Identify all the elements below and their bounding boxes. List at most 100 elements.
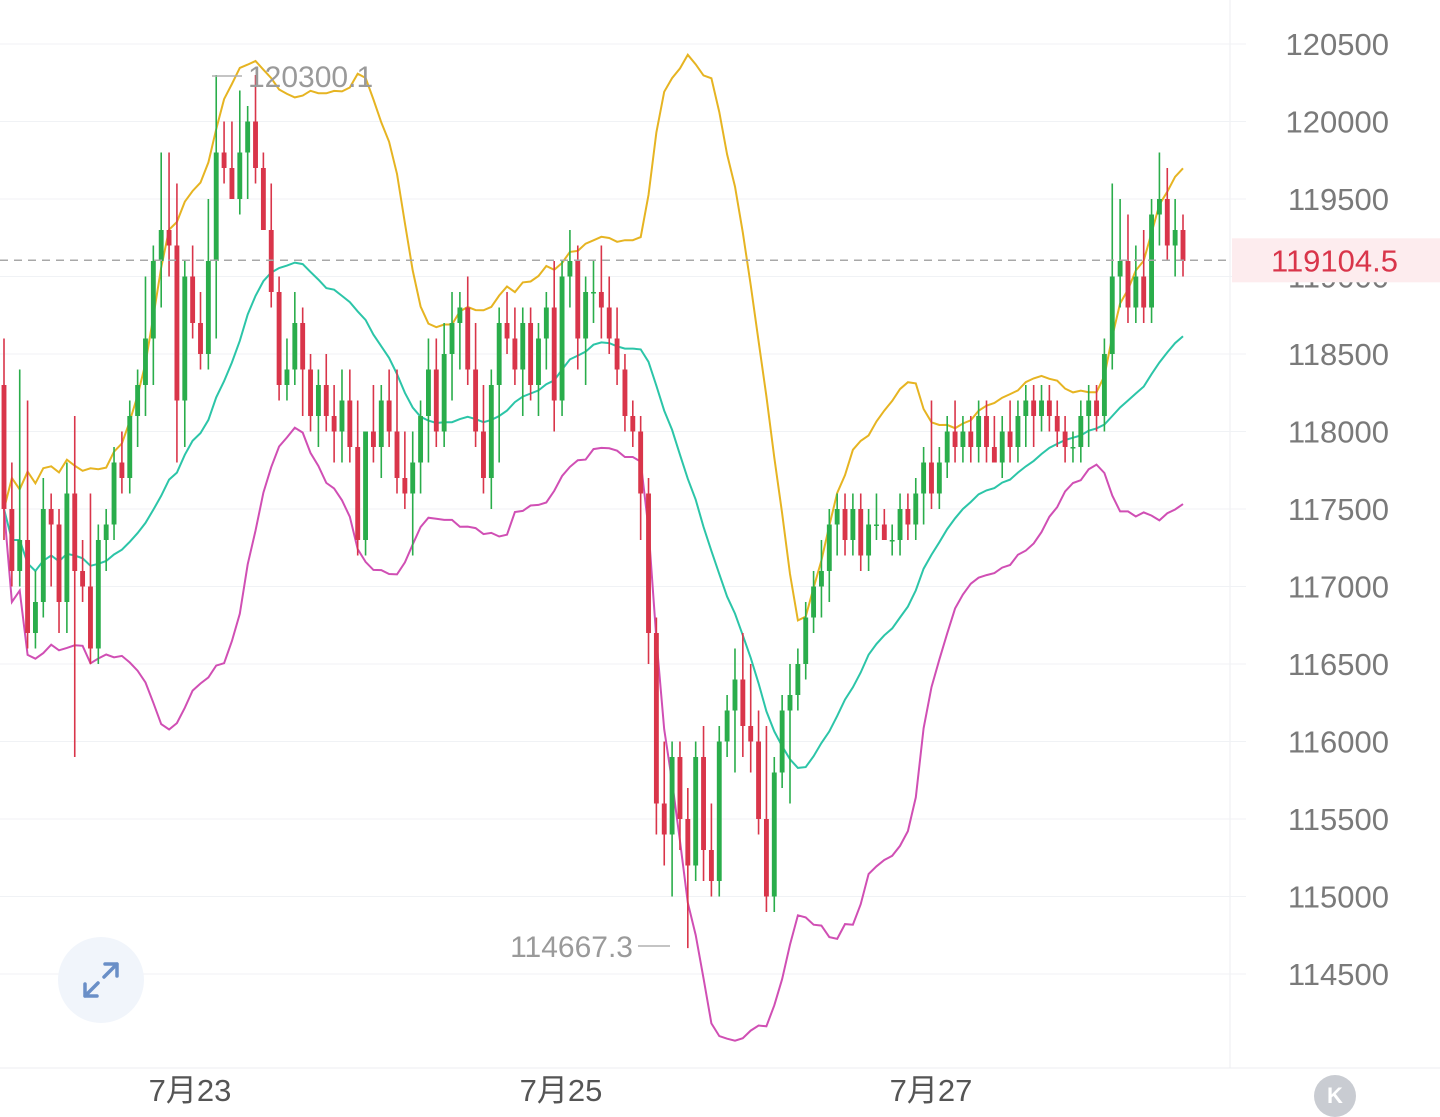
candle-body (991, 447, 997, 463)
candle-body (17, 540, 23, 571)
candle-body (952, 431, 958, 447)
candle-body (536, 338, 541, 385)
candle-body (874, 524, 879, 526)
candle-body (449, 323, 455, 354)
candle-body (583, 292, 589, 339)
k-line-button[interactable]: K (1314, 1075, 1356, 1117)
candle-body (174, 245, 180, 401)
axis-labels: 1205001200001195001190001185001180001175… (0, 27, 1440, 1108)
candle-body (559, 276, 565, 401)
candle-body (834, 509, 840, 525)
y-tick-label: 116000 (1288, 725, 1389, 760)
candle-body (984, 416, 989, 447)
candle-body (260, 168, 266, 230)
candle-body (1023, 400, 1029, 416)
candle-body (315, 385, 321, 416)
y-tick-label: 114500 (1288, 957, 1389, 992)
candle-body (1117, 261, 1123, 277)
candle-body (936, 462, 942, 494)
candle-body (795, 664, 801, 695)
candle-body (905, 509, 911, 525)
candle-body (504, 323, 510, 339)
candle-body (528, 323, 534, 385)
candle-body (858, 509, 864, 556)
candle-body (1070, 447, 1076, 449)
candle-body (881, 524, 887, 540)
bollinger-bands (3, 53, 1184, 1042)
candle-body (591, 292, 596, 294)
candle-body (748, 726, 754, 742)
y-tick-label: 118500 (1288, 337, 1389, 372)
y-tick-label: 118000 (1288, 415, 1389, 450)
candle-body (441, 354, 447, 432)
candle-body (119, 462, 125, 478)
candle-body (520, 323, 526, 370)
candle-body (669, 757, 675, 835)
y-tick-label: 115500 (1288, 802, 1389, 837)
y-tick-label: 120000 (1286, 105, 1389, 140)
candle-body (386, 400, 392, 432)
candle-body (300, 323, 306, 370)
candle-body (284, 369, 290, 385)
candle-body (732, 679, 738, 711)
candle-body (410, 462, 416, 494)
candle-body (418, 416, 424, 463)
candle-body (433, 369, 439, 432)
candle-body (716, 741, 722, 881)
candle-body (150, 261, 156, 339)
candle-body (135, 385, 141, 416)
candle-body (80, 571, 86, 587)
candle-body (622, 369, 628, 416)
current-price-bg (1232, 238, 1440, 283)
candle-body (205, 261, 211, 354)
candle-body (1141, 276, 1147, 308)
candle-body (426, 369, 431, 416)
candle-body (1164, 199, 1170, 246)
candle-body (355, 447, 361, 540)
candle-body (1125, 261, 1131, 308)
candle-body (190, 276, 196, 323)
candle-body (339, 400, 345, 432)
candle-body (88, 586, 93, 649)
candle-body (1039, 400, 1044, 416)
x-tick-label: 7月23 (149, 1073, 232, 1108)
candle-body (685, 819, 691, 866)
x-tick-label: 7月25 (520, 1073, 603, 1108)
middle-band-line (3, 261, 1184, 769)
candle-body (575, 261, 581, 339)
candle-body (1046, 400, 1052, 416)
candle-body (1156, 199, 1162, 215)
candle-body (693, 757, 699, 866)
candle-body (763, 819, 769, 897)
candle-body (158, 230, 164, 261)
y-tick-label: 117500 (1288, 492, 1389, 527)
candle-body (182, 276, 188, 401)
candle-body (25, 540, 31, 633)
candle-body (960, 431, 966, 447)
candle-body (1, 385, 7, 509)
candle-body (606, 307, 612, 339)
candle-body (999, 431, 1005, 463)
candle-body (842, 509, 848, 540)
candle-body (897, 509, 903, 540)
y-tick-label: 116500 (1288, 647, 1389, 682)
candle-body (921, 462, 927, 494)
candle-body (276, 292, 282, 385)
candle-body (465, 307, 471, 370)
upper-band-line (3, 53, 1184, 622)
candle-body (787, 695, 793, 711)
y-tick-label: 119500 (1288, 182, 1389, 217)
candle-body (95, 540, 101, 649)
candle-body (779, 710, 785, 773)
candle-body (213, 152, 219, 261)
candle-body (543, 307, 549, 339)
y-tick-label: 120500 (1286, 27, 1389, 62)
y-tick-label: 115000 (1288, 880, 1389, 915)
candle-body (496, 323, 502, 385)
candle-body (127, 416, 133, 478)
candle-body (1015, 416, 1021, 447)
expand-button[interactable] (58, 937, 144, 1023)
candle-body (653, 633, 659, 804)
candle-body (237, 152, 243, 199)
